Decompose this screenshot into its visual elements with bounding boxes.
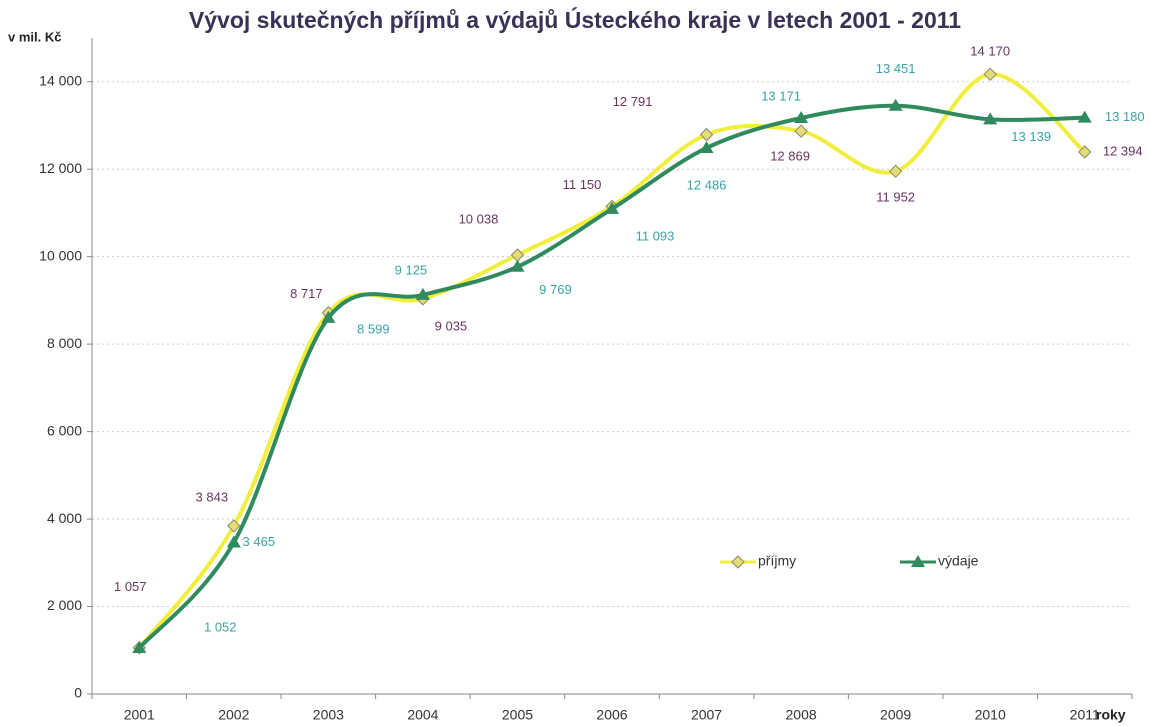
point-marker bbox=[415, 287, 430, 300]
point-marker bbox=[1077, 110, 1092, 123]
chart-title: Vývoj skutečných příjmů a výdajů Ústecké… bbox=[189, 6, 961, 33]
x-tick-label: 2002 bbox=[218, 707, 249, 723]
point-marker bbox=[321, 310, 336, 323]
data-label: 3 465 bbox=[243, 534, 276, 549]
point-marker bbox=[605, 201, 619, 214]
data-label: 11 093 bbox=[636, 228, 675, 243]
data-label: 14 170 bbox=[970, 44, 1010, 59]
x-tick-label: 2011 bbox=[1070, 707, 1100, 723]
data-label: 12 394 bbox=[1103, 143, 1143, 158]
x-tick-label: 2006 bbox=[596, 707, 627, 723]
data-label: 9 035 bbox=[435, 318, 468, 333]
point-marker bbox=[510, 259, 525, 272]
data-label: 1 057 bbox=[114, 579, 147, 594]
point-marker bbox=[699, 140, 714, 153]
point-marker bbox=[1078, 145, 1092, 159]
data-label: 11 150 bbox=[563, 177, 602, 192]
y-tick-label: 10 000 bbox=[39, 247, 82, 263]
y-axis-label: v mil. Kč bbox=[8, 29, 61, 44]
point-marker bbox=[794, 124, 808, 138]
series-line bbox=[137, 103, 1085, 650]
point-marker bbox=[227, 519, 241, 533]
x-axis-label: roky bbox=[1096, 707, 1126, 723]
series-line bbox=[137, 72, 1087, 650]
point-marker bbox=[226, 535, 241, 548]
data-label: 1 052 bbox=[204, 619, 237, 634]
data-label: 13 180 bbox=[1105, 109, 1145, 124]
data-label: 9 769 bbox=[539, 282, 572, 297]
x-tick-label: 2010 bbox=[975, 707, 1006, 723]
x-tick-label: 2009 bbox=[880, 707, 911, 723]
x-tick-label: 2004 bbox=[407, 707, 438, 723]
legend-label: výdaje bbox=[938, 553, 979, 569]
data-label: 10 038 bbox=[459, 211, 499, 226]
data-label: 9 125 bbox=[395, 262, 428, 277]
y-tick-label: 0 bbox=[74, 685, 82, 701]
data-label: 12 791 bbox=[613, 94, 653, 109]
legend-label: příjmy bbox=[758, 553, 796, 569]
data-label: 12 486 bbox=[687, 177, 727, 192]
data-label: 13 171 bbox=[761, 88, 801, 103]
legend-marker bbox=[731, 555, 745, 569]
data-label: 8 599 bbox=[357, 321, 390, 336]
data-label: 12 869 bbox=[770, 149, 810, 164]
point-marker bbox=[699, 127, 714, 142]
x-tick-label: 2001 bbox=[124, 707, 155, 723]
point-marker bbox=[132, 640, 147, 653]
data-label: 11 952 bbox=[876, 190, 915, 205]
data-label: 13 139 bbox=[1011, 129, 1051, 144]
x-tick-label: 2005 bbox=[502, 707, 533, 723]
y-tick-label: 12 000 bbox=[39, 160, 82, 176]
data-label: 3 843 bbox=[196, 489, 229, 504]
x-tick-label: 2003 bbox=[313, 707, 344, 723]
data-label: 13 451 bbox=[876, 61, 916, 76]
point-marker bbox=[983, 67, 997, 82]
y-tick-label: 6 000 bbox=[47, 422, 82, 438]
y-tick-label: 14 000 bbox=[39, 72, 82, 88]
point-marker bbox=[888, 98, 903, 111]
point-marker bbox=[983, 112, 998, 125]
point-marker bbox=[794, 110, 809, 123]
legend-marker bbox=[911, 555, 925, 567]
data-label: 8 717 bbox=[290, 286, 323, 301]
y-tick-label: 4 000 bbox=[47, 510, 82, 526]
x-tick-label: 2008 bbox=[786, 707, 817, 723]
y-tick-label: 8 000 bbox=[47, 335, 82, 351]
x-tick-label: 2007 bbox=[691, 707, 722, 723]
point-marker bbox=[888, 164, 903, 179]
y-tick-label: 2 000 bbox=[47, 597, 82, 613]
